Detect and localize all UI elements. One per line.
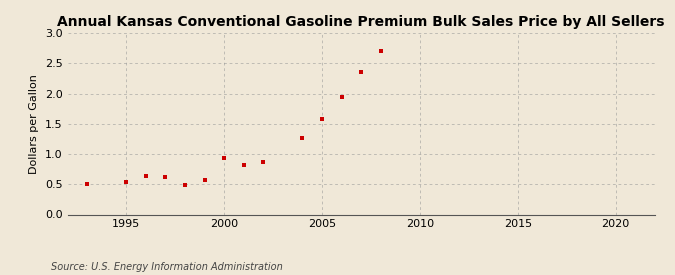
Point xyxy=(356,70,367,75)
Point xyxy=(219,156,230,160)
Point xyxy=(82,182,92,186)
Point xyxy=(160,175,171,179)
Point xyxy=(375,48,386,53)
Point xyxy=(258,160,269,164)
Title: Annual Kansas Conventional Gasoline Premium Bulk Sales Price by All Sellers: Annual Kansas Conventional Gasoline Prem… xyxy=(57,15,665,29)
Point xyxy=(336,94,347,99)
Point xyxy=(180,183,190,188)
Point xyxy=(199,178,210,182)
Point xyxy=(140,174,151,178)
Point xyxy=(238,163,249,167)
Point xyxy=(121,180,132,184)
Point xyxy=(297,136,308,140)
Text: Source: U.S. Energy Information Administration: Source: U.S. Energy Information Administ… xyxy=(51,262,282,271)
Y-axis label: Dollars per Gallon: Dollars per Gallon xyxy=(29,74,39,174)
Point xyxy=(317,117,327,121)
